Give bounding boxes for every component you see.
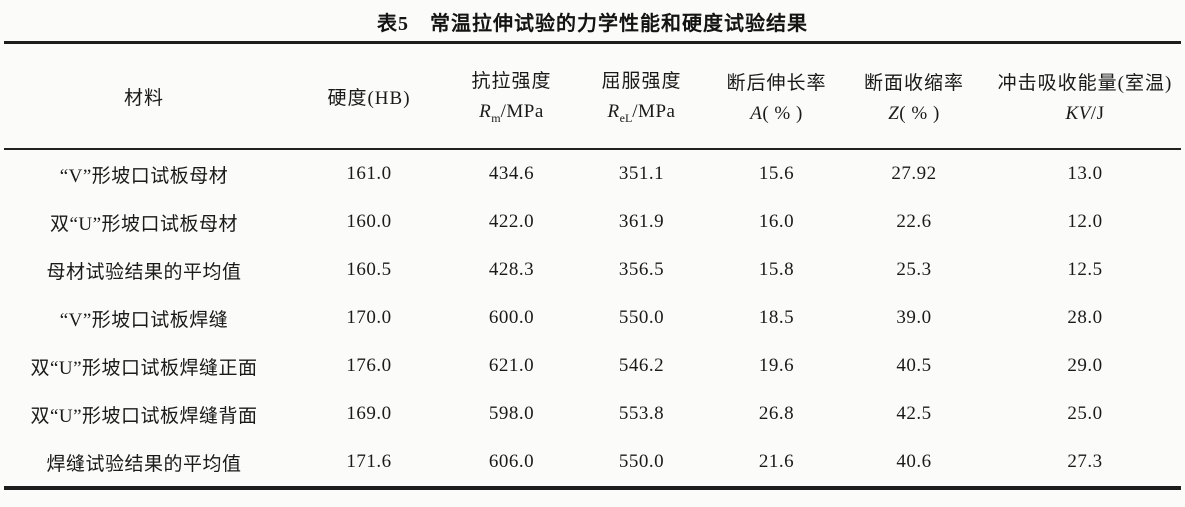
- table-row: 双“U”形坡口试板焊缝正面 176.0 621.0 546.2 19.6 40.…: [4, 342, 1181, 390]
- results-table: 材料 硬度(HB) 抗拉强度 Rm/MPa 屈服强度 ReL/MPa 断后伸长率…: [4, 41, 1181, 490]
- column-header-impact-energy: 冲击吸收能量(室温) KV/J: [989, 42, 1181, 150]
- value-cell: 600.0: [488, 307, 535, 328]
- column-header-label: 硬度(HB): [327, 87, 411, 109]
- value-cell: 16.0: [758, 211, 795, 232]
- value-cell: 160.5: [346, 259, 392, 280]
- value-cell: 550.0: [618, 307, 665, 328]
- material-cell: 焊缝试验结果的平均值: [46, 453, 242, 475]
- value-cell: 40.5: [896, 355, 932, 376]
- column-header-symbol: A( % ): [750, 102, 803, 124]
- value-cell: 12.5: [1067, 259, 1103, 280]
- column-header-label: 冲击吸收能量(室温): [997, 72, 1173, 94]
- column-header-label: 屈服强度: [601, 71, 682, 93]
- value-cell: 27.92: [891, 163, 937, 184]
- value-cell: 22.6: [896, 211, 932, 232]
- value-cell: 170.0: [346, 307, 392, 328]
- header-row: 材料 硬度(HB) 抗拉强度 Rm/MPa 屈服强度 ReL/MPa 断后伸长率…: [4, 42, 1181, 150]
- table-row: 双“U”形坡口试板焊缝背面 169.0 598.0 553.8 26.8 42.…: [4, 390, 1181, 438]
- value-cell: 606.0: [488, 451, 535, 472]
- value-cell: 19.6: [758, 355, 795, 376]
- material-cell: 双“U”形坡口试板母材: [49, 213, 239, 235]
- value-cell: 422.0: [488, 211, 535, 232]
- value-cell: 361.9: [618, 211, 665, 232]
- column-header-label: 断后伸长率: [726, 72, 827, 94]
- column-header-reduction-of-area: 断面收缩率 Z( % ): [839, 42, 989, 150]
- value-cell: 428.3: [488, 259, 535, 280]
- value-cell: 356.5: [618, 259, 665, 280]
- value-cell: 28.0: [1067, 307, 1103, 328]
- value-cell: 25.0: [1067, 403, 1103, 424]
- column-header-label: 材料: [123, 87, 164, 109]
- material-cell: 母材试验结果的平均值: [46, 261, 242, 283]
- value-cell: 25.3: [896, 259, 932, 280]
- value-cell: 161.0: [346, 163, 392, 184]
- table-row: 母材试验结果的平均值 160.5 428.3 356.5 15.8 25.3 1…: [4, 246, 1181, 294]
- value-cell: 621.0: [488, 355, 535, 376]
- column-header-symbol: Z( % ): [888, 102, 940, 124]
- value-cell: 21.6: [758, 451, 795, 472]
- value-cell: 26.8: [758, 403, 795, 424]
- value-cell: 13.0: [1067, 163, 1103, 184]
- material-cell: 双“U”形坡口试板焊缝背面: [30, 405, 258, 427]
- value-cell: 42.5: [896, 403, 932, 424]
- material-cell: “V”形坡口试板母材: [59, 165, 229, 187]
- column-header-symbol: ReL/MPa: [607, 101, 676, 125]
- table-row: 双“U”形坡口试板母材 160.0 422.0 361.9 16.0 22.6 …: [4, 198, 1181, 246]
- material-cell: 双“U”形坡口试板焊缝正面: [30, 357, 258, 379]
- value-cell: 40.6: [896, 451, 932, 472]
- value-cell: 546.2: [618, 355, 665, 376]
- value-cell: 351.1: [618, 163, 665, 184]
- table-title: 表5 常温拉伸试验的力学性能和硬度试验结果: [377, 13, 808, 35]
- value-cell: 176.0: [346, 355, 392, 376]
- value-cell: 27.3: [1067, 451, 1103, 472]
- column-header-yield-strength: 屈服强度 ReL/MPa: [569, 42, 714, 150]
- value-cell: 434.6: [488, 163, 535, 184]
- table-row: 焊缝试验结果的平均值 171.6 606.0 550.0 21.6 40.6 2…: [4, 438, 1181, 488]
- value-cell: 12.0: [1067, 211, 1103, 232]
- value-cell: 18.5: [758, 307, 795, 328]
- value-cell: 598.0: [488, 403, 535, 424]
- column-header-label: 抗拉强度: [471, 71, 552, 93]
- value-cell: 39.0: [896, 307, 932, 328]
- value-cell: 169.0: [346, 403, 392, 424]
- value-cell: 550.0: [618, 451, 665, 472]
- column-header-hardness: 硬度(HB): [284, 42, 454, 150]
- material-cell: “V”形坡口试板焊缝: [59, 309, 229, 331]
- column-header-tensile-strength: 抗拉强度 Rm/MPa: [454, 42, 569, 150]
- value-cell: 160.0: [346, 211, 392, 232]
- column-header-elongation: 断后伸长率 A( % ): [714, 42, 839, 150]
- table-row: “V”形坡口试板母材 161.0 434.6 351.1 15.6 27.92 …: [4, 149, 1181, 198]
- column-header-label: 断面收缩率: [863, 72, 964, 94]
- column-header-symbol: KV/J: [1065, 102, 1105, 124]
- value-cell: 15.8: [758, 259, 795, 280]
- column-header-symbol: Rm/MPa: [479, 101, 544, 125]
- value-cell: 553.8: [618, 403, 665, 424]
- value-cell: 15.6: [758, 163, 795, 184]
- value-cell: 29.0: [1067, 355, 1103, 376]
- value-cell: 171.6: [346, 451, 392, 472]
- column-header-material: 材料: [4, 42, 284, 150]
- table-row: “V”形坡口试板焊缝 170.0 600.0 550.0 18.5 39.0 2…: [4, 294, 1181, 342]
